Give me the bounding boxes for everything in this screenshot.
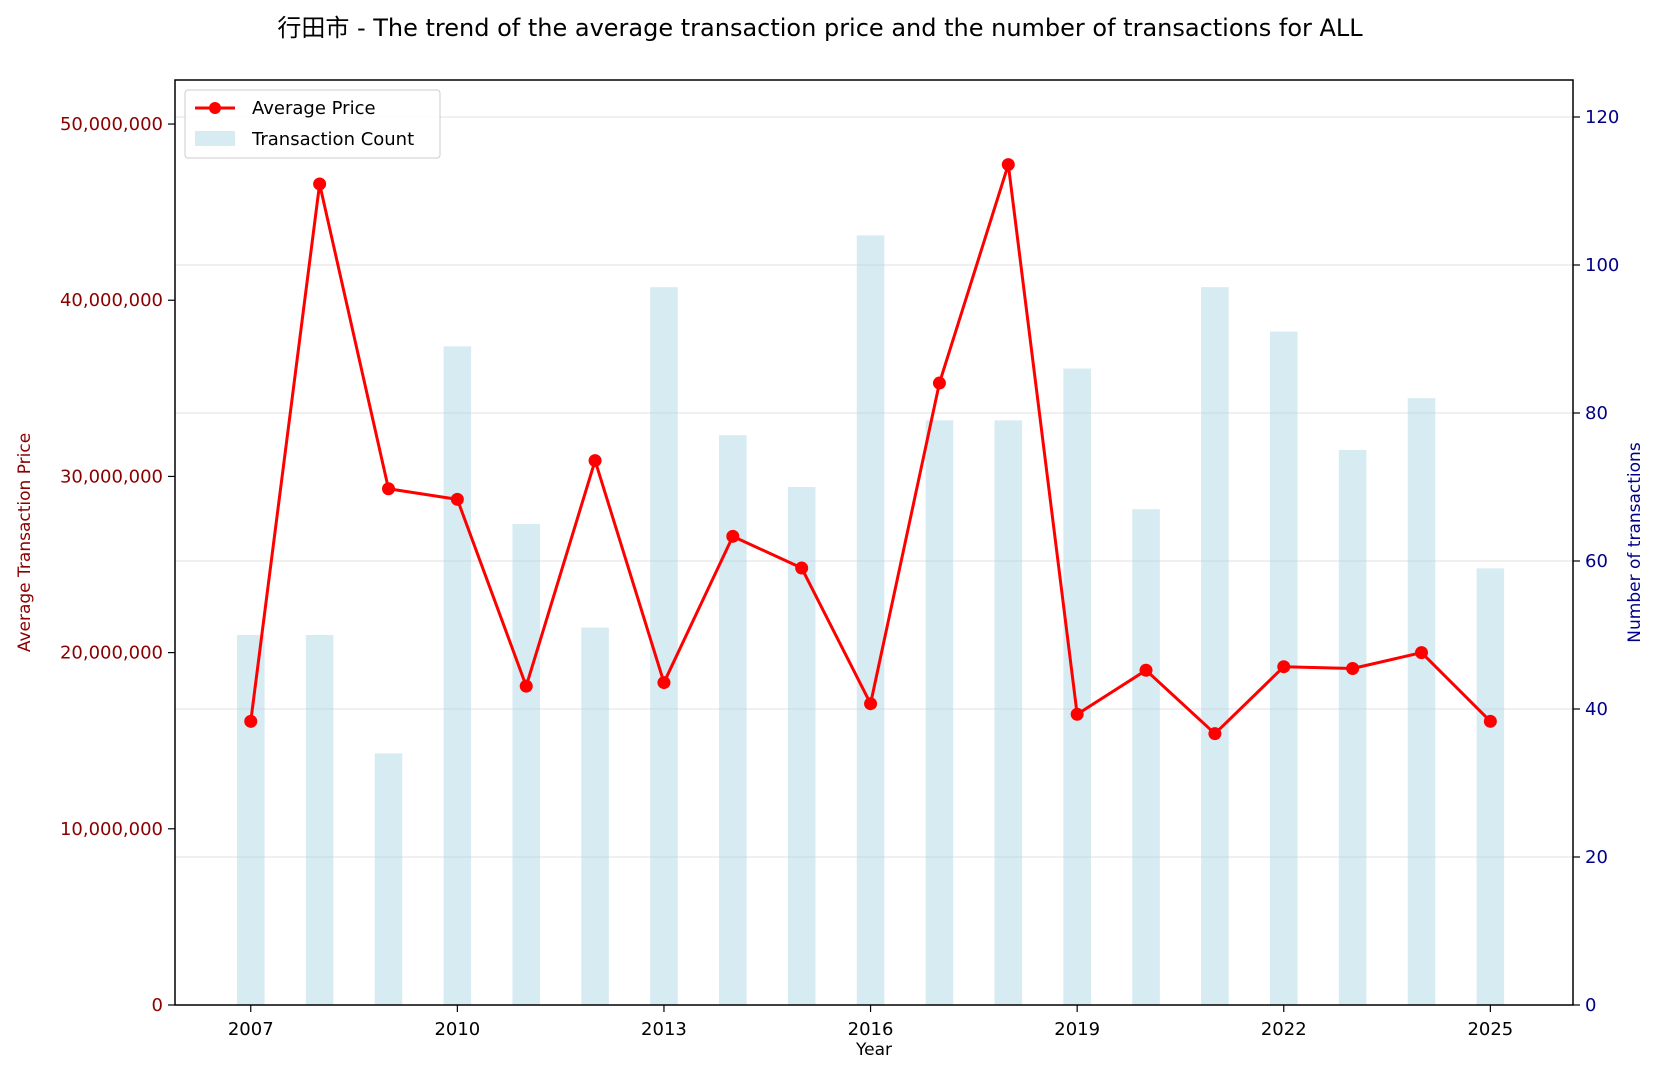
point-average-price-2014: [726, 529, 740, 543]
point-average-price-2010: [450, 492, 464, 506]
point-average-price-2012: [588, 454, 602, 468]
y-left-tick-label: 40,000,000: [60, 290, 163, 311]
y-right-tick-label: 60: [1585, 551, 1608, 572]
point-average-price-2022: [1277, 660, 1291, 674]
x-axis: 2007 2010 2013 2016 2019 2022 2025: [228, 1005, 1513, 1040]
bar-transaction-count-2008: [305, 635, 334, 1005]
chart-title: 行田市 - The trend of the average transacti…: [277, 14, 1363, 42]
point-average-price-2011: [519, 679, 533, 693]
plot-frame: [174, 79, 1574, 1006]
bar-transaction-count-2021: [1201, 287, 1229, 1005]
point-average-price-2017: [932, 376, 946, 390]
point-average-price-2019: [1070, 707, 1084, 721]
bar-transaction-count-2009: [374, 753, 403, 1005]
bar-transaction-count-2024: [1407, 398, 1436, 1005]
x-tick-label: 2025: [1467, 1019, 1513, 1040]
point-average-price-2024: [1414, 646, 1428, 660]
point-average-price-2008: [313, 177, 327, 191]
legend-label-average-price: Average Price: [252, 98, 376, 119]
bar-transaction-count-2023: [1338, 450, 1367, 1005]
point-average-price-2007: [244, 714, 258, 728]
bar-transaction-count-2019: [1063, 368, 1091, 1006]
x-tick-label: 2016: [848, 1019, 894, 1040]
point-average-price-2016: [864, 697, 878, 711]
legend-box: [184, 89, 441, 159]
legend-marker-swatch: [209, 102, 221, 114]
y-axis-right-label: Number of transactions: [1625, 442, 1645, 643]
bar-transaction-count-2016: [856, 235, 885, 1005]
bar-transaction-count-2011: [512, 524, 540, 1005]
point-average-price-2009: [381, 482, 395, 496]
bar-transaction-count-2014: [719, 435, 747, 1005]
x-tick-label: 2022: [1261, 1019, 1307, 1040]
y-right-tick-label: 120: [1585, 107, 1619, 128]
y-left-tick-label: 10,000,000: [60, 819, 163, 840]
y-right-tick-label: 20: [1585, 847, 1608, 868]
x-tick-label: 2010: [434, 1019, 480, 1040]
point-average-price-2015: [795, 561, 809, 575]
bar-transaction-count-2020: [1132, 509, 1160, 1005]
bar-transaction-count-2010: [443, 346, 472, 1005]
legend: Average Price Transaction Count: [184, 89, 441, 159]
x-tick-label: 2013: [641, 1019, 687, 1040]
y-right-tick-label: 100: [1585, 255, 1619, 276]
bar-transaction-count-2017: [925, 420, 954, 1005]
y-axis-right: 0 20 40 60 80 100 120: [1573, 107, 1619, 1016]
legend-bar-swatch: [195, 131, 235, 146]
x-tick-label: 2019: [1054, 1019, 1100, 1040]
y-left-tick-label: 50,000,000: [60, 114, 163, 135]
point-average-price-2020: [1139, 663, 1153, 677]
point-average-price-2013: [657, 676, 671, 690]
x-tick-label: 2007: [228, 1019, 274, 1040]
bar-transaction-count-2012: [581, 627, 609, 1005]
bar-transaction-count-2013: [650, 287, 678, 1005]
y-axis-left-label: Average Transaction Price: [15, 433, 35, 652]
line-series: [244, 158, 1497, 741]
y-right-tick-label: 80: [1585, 403, 1608, 424]
point-average-price-2021: [1208, 727, 1222, 741]
y-right-tick-label: 40: [1585, 699, 1608, 720]
y-right-tick-label: 0: [1585, 995, 1596, 1016]
bar-transaction-count-2025: [1476, 568, 1505, 1005]
y-axis-left: 0 10,000,000 20,000,000 30,000,000 40,000,00…: [60, 114, 175, 1016]
point-average-price-2018: [1001, 158, 1015, 172]
x-axis-label: Year: [855, 1040, 892, 1060]
bar-series: [236, 235, 1505, 1006]
y-left-tick-label: 20,000,000: [60, 643, 163, 664]
bar-transaction-count-2018: [994, 420, 1023, 1005]
bar-transaction-count-2007: [236, 635, 265, 1005]
y-left-tick-label: 30,000,000: [60, 466, 163, 487]
point-average-price-2023: [1346, 661, 1360, 675]
y-left-tick-label: 0: [152, 995, 163, 1016]
legend-label-transaction-count: Transaction Count: [251, 129, 414, 150]
point-average-price-2025: [1483, 714, 1497, 728]
